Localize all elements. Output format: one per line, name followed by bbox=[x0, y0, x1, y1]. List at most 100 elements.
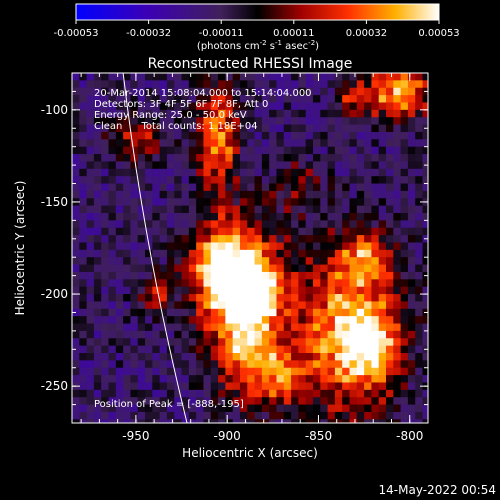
heatmap-cell bbox=[393, 80, 402, 89]
heatmap-cell bbox=[283, 131, 292, 140]
heatmap-cell bbox=[86, 375, 95, 383]
heatmap-cell bbox=[276, 87, 285, 96]
heatmap-cell bbox=[210, 227, 219, 236]
heatmap-cell bbox=[320, 367, 328, 376]
heatmap-cell bbox=[371, 271, 380, 280]
heatmap-cell bbox=[174, 271, 182, 280]
heatmap-cell bbox=[320, 124, 328, 133]
heatmap-cell bbox=[188, 139, 197, 148]
heatmap-cell bbox=[218, 131, 226, 140]
heatmap-cell bbox=[371, 360, 380, 369]
heatmap-cell bbox=[93, 102, 102, 111]
heatmap-cell bbox=[166, 338, 175, 347]
heatmap-cell bbox=[115, 286, 124, 295]
heatmap-cell bbox=[196, 404, 204, 413]
heatmap-cell bbox=[152, 404, 161, 413]
heatmap-cell bbox=[276, 102, 285, 111]
heatmap-cell bbox=[239, 198, 248, 207]
heatmap-cell bbox=[305, 330, 314, 339]
heatmap-cell bbox=[218, 286, 226, 295]
heatmap-cell bbox=[422, 242, 428, 251]
heatmap-cell bbox=[422, 279, 428, 288]
heatmap-cell bbox=[422, 102, 428, 111]
heatmap-cell bbox=[334, 161, 343, 170]
heatmap-cell bbox=[86, 198, 95, 207]
heatmap-cell bbox=[393, 353, 402, 361]
heatmap-cell bbox=[174, 345, 182, 354]
heatmap-cell bbox=[196, 176, 204, 184]
heatmap-cell bbox=[291, 95, 299, 103]
heatmap-cell bbox=[334, 367, 343, 376]
heatmap-cell bbox=[298, 301, 307, 310]
heatmap-cell bbox=[247, 404, 255, 413]
heatmap-cell bbox=[196, 205, 204, 214]
heatmap-cell bbox=[364, 176, 372, 184]
heatmap-cell bbox=[291, 220, 299, 229]
heatmap-cell bbox=[196, 294, 204, 302]
heatmap-cell bbox=[327, 382, 336, 391]
heatmap-cell bbox=[269, 205, 277, 214]
heatmap-cell bbox=[305, 73, 314, 81]
heatmap-cell bbox=[254, 286, 263, 295]
heatmap-cell bbox=[115, 168, 124, 177]
heatmap-cell bbox=[254, 308, 263, 317]
heatmap-cell bbox=[378, 249, 387, 258]
heatmap-cell bbox=[225, 190, 234, 199]
heatmap-cell bbox=[254, 353, 263, 361]
heatmap-cell bbox=[218, 345, 226, 354]
heatmap-cell bbox=[261, 213, 270, 221]
heatmap-cell bbox=[188, 264, 197, 273]
heatmap-cell bbox=[123, 95, 131, 103]
heatmap-cell bbox=[334, 198, 343, 207]
heatmap-cell bbox=[159, 397, 168, 405]
heatmap-cell bbox=[188, 397, 197, 405]
heatmap-cell bbox=[137, 213, 146, 221]
heatmap-cell bbox=[400, 345, 409, 354]
heatmap-cell bbox=[283, 80, 292, 89]
heatmap-cell bbox=[137, 301, 146, 310]
heatmap-cell bbox=[312, 198, 321, 207]
heatmap-cell bbox=[291, 353, 299, 361]
heatmap-cell bbox=[225, 131, 234, 140]
heatmap-cell bbox=[371, 190, 380, 199]
heatmap-cell bbox=[254, 139, 263, 148]
heatmap-cell bbox=[93, 190, 102, 199]
heatmap-cell bbox=[334, 338, 343, 347]
heatmap-cell bbox=[298, 294, 307, 302]
heatmap-cell bbox=[312, 316, 321, 324]
heatmap-cell bbox=[159, 117, 168, 125]
heatmap-cell bbox=[356, 338, 365, 347]
heatmap-cell bbox=[123, 109, 131, 118]
heatmap-cell bbox=[378, 242, 387, 251]
heatmap-cell bbox=[261, 279, 270, 288]
heatmap-cell bbox=[145, 330, 153, 339]
heatmap-cell bbox=[239, 345, 248, 354]
heatmap-cell bbox=[72, 176, 80, 184]
heatmap-cell bbox=[108, 271, 117, 280]
heatmap-cell bbox=[93, 279, 102, 288]
heatmap-cell bbox=[276, 323, 285, 332]
heatmap-cell bbox=[225, 264, 234, 273]
heatmap-cell bbox=[203, 345, 212, 354]
heatmap-cell bbox=[269, 249, 277, 258]
heatmap-cell bbox=[203, 161, 212, 170]
heatmap-cell bbox=[79, 176, 87, 184]
heatmap-cell bbox=[312, 338, 321, 347]
heatmap-cell bbox=[218, 360, 226, 369]
heatmap-cell bbox=[210, 397, 219, 405]
heatmap-cell bbox=[130, 183, 139, 192]
heatmap-cell bbox=[334, 257, 343, 265]
heatmap-cell bbox=[364, 154, 372, 162]
heatmap-cell bbox=[93, 286, 102, 295]
heatmap-cell bbox=[137, 308, 146, 317]
heatmap-cell bbox=[378, 205, 387, 214]
heatmap-cell bbox=[115, 213, 124, 221]
heatmap-cell bbox=[415, 330, 423, 339]
heatmap-cell bbox=[174, 176, 182, 184]
heatmap-cell bbox=[203, 419, 212, 423]
heatmap-cell bbox=[188, 109, 197, 118]
heatmap-cell bbox=[232, 264, 241, 273]
heatmap-cell bbox=[239, 330, 248, 339]
heatmap-cell bbox=[386, 286, 394, 295]
heatmap-cell bbox=[123, 330, 131, 339]
